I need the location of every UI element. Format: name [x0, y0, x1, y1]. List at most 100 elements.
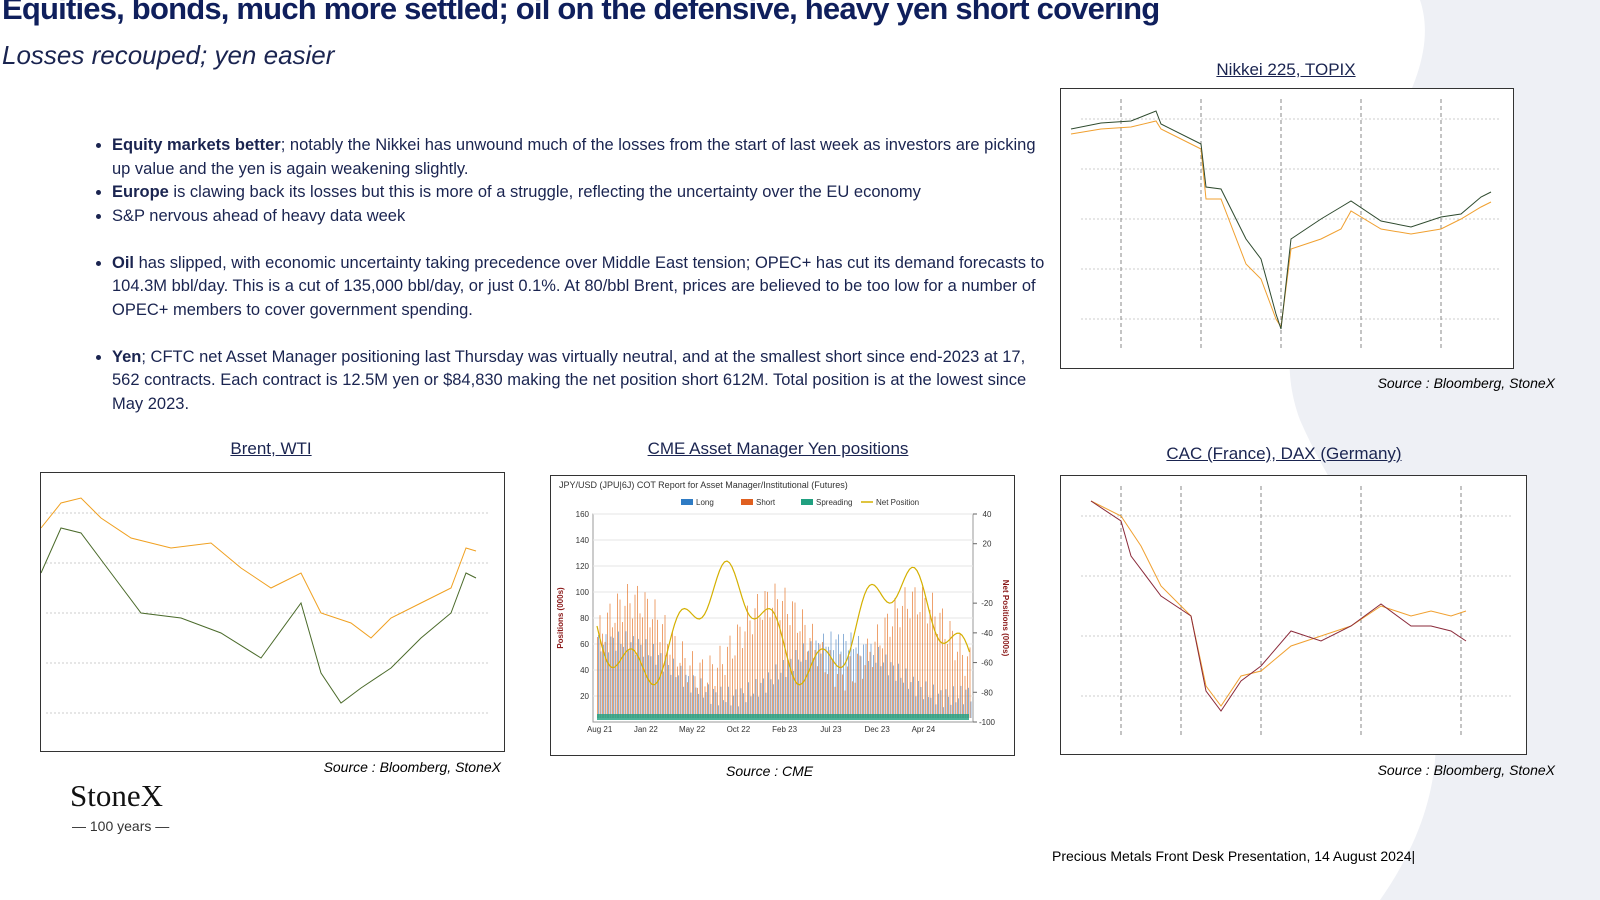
decor-bar [799, 631, 801, 718]
bullet-text: ; CFTC net Asset Manager positioning las… [112, 347, 1027, 413]
decor-bar [759, 617, 761, 718]
decor-bar [808, 650, 809, 718]
x-tick-label: Jan 22 [634, 725, 659, 734]
decor-bar [615, 650, 617, 718]
chart-title: CAC (France), DAX (Germany) [1166, 444, 1402, 463]
decor-bar [628, 650, 629, 718]
decor-bar [603, 644, 604, 718]
chart-source: Source : Bloomberg, StoneX [1377, 375, 1555, 391]
decor-bar [644, 592, 646, 718]
decor-bar [913, 676, 914, 718]
decor-bar [740, 688, 742, 718]
bullet: Equity markets better; notably the Nikke… [112, 134, 1050, 181]
decor-bar [958, 698, 959, 718]
decor-bar [922, 586, 923, 718]
decor-bar [934, 616, 936, 718]
decor-bar [844, 690, 846, 718]
decor-bar [904, 587, 906, 718]
decor-bar [639, 613, 641, 718]
decor-bar [630, 642, 632, 718]
decor-bar [767, 591, 768, 718]
decor-bar [779, 620, 781, 718]
decor-bar [798, 659, 799, 718]
legend-label: Spreading [816, 498, 852, 507]
decor-bar [792, 601, 793, 718]
decor-bar [897, 608, 898, 718]
decor-bar [773, 684, 774, 718]
decor-bar [738, 706, 739, 718]
nikkei-chart-image [1060, 88, 1514, 369]
decor-bar [763, 678, 764, 718]
decor-bar [819, 644, 821, 718]
decor-bar [785, 676, 787, 718]
legend-swatch [681, 499, 693, 505]
decor-bar [599, 615, 601, 718]
decor-bar [708, 684, 709, 718]
decor-bar [850, 632, 852, 718]
decor-bar [948, 696, 949, 718]
decor-bar [699, 662, 701, 718]
decor-bar [828, 646, 829, 718]
decor-bar [845, 640, 847, 718]
decor-bar [889, 636, 891, 718]
decor-bar [744, 631, 746, 718]
decor-bar [920, 686, 922, 718]
decor-bar [617, 593, 618, 718]
decor-bar [732, 658, 733, 718]
decor-bar [682, 641, 683, 718]
decor-bar [717, 667, 718, 718]
decor-bar [695, 687, 697, 718]
x-tick-label: Feb 23 [772, 725, 797, 734]
decor-bar [847, 666, 848, 718]
decor-bar [623, 646, 624, 718]
decor-bar [888, 675, 889, 718]
bullet-lead: Yen [112, 347, 142, 366]
decor-bar [777, 599, 778, 718]
decor-bar [757, 594, 758, 718]
decor-bar [865, 644, 867, 718]
decor-bar [887, 613, 888, 718]
decor-bar [893, 665, 894, 718]
y2-tick-label: 40 [983, 510, 992, 519]
decor-bar [690, 692, 692, 718]
legend-label: Long [696, 498, 714, 507]
decor-bar [784, 587, 786, 718]
decor-bar [714, 686, 716, 718]
bullet-list: Equity markets better; notably the Nikke… [90, 134, 1050, 440]
decor-bar [929, 609, 931, 718]
decor-bar [770, 679, 772, 718]
decor-bar [908, 688, 909, 718]
bullet: S&P nervous ahead of heavy data week [112, 205, 1050, 229]
decor-bar [602, 633, 603, 718]
decor-bar [909, 618, 911, 718]
decor-bar [825, 646, 827, 718]
decor-bar [813, 658, 814, 718]
decor-bar [669, 654, 671, 718]
bullet-group: Equity markets better; notably the Nikke… [90, 134, 1050, 228]
footer: Precious Metals Front Desk Presentation,… [1052, 848, 1416, 864]
decor-bar [762, 619, 763, 718]
decor-bar [645, 639, 647, 718]
decor-bar [720, 686, 722, 718]
chart-source: Source : Bloomberg, StoneX [1377, 762, 1555, 778]
decor-bar [737, 624, 738, 718]
y2-tick-label: -80 [981, 688, 993, 697]
decor-bar [608, 652, 609, 718]
legend-swatch [741, 499, 753, 505]
decor-bar [778, 679, 779, 718]
decor-bar [694, 676, 696, 718]
decor-bar [898, 663, 899, 718]
x-tick-label: Aug 21 [587, 725, 613, 734]
decor-bar [863, 644, 864, 718]
decor-bar [718, 705, 719, 718]
decor-bar [664, 614, 666, 718]
decor-bar [944, 638, 946, 718]
decor-bar [969, 647, 971, 718]
decor-bar [942, 608, 943, 718]
decor-bar [832, 660, 833, 718]
decor-bar [903, 682, 904, 718]
decor-bar [959, 633, 961, 718]
decor-bar [924, 597, 926, 718]
decor-bar [624, 605, 626, 718]
brent-wti-chart-image [40, 472, 505, 752]
